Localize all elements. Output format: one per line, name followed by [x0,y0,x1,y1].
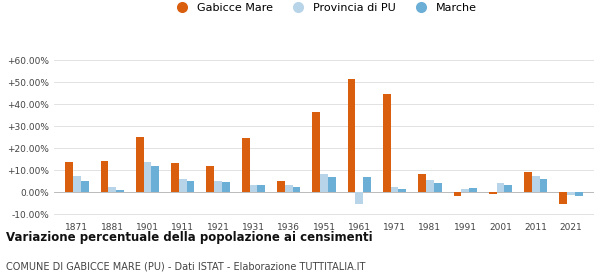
Bar [242,138,250,192]
Bar [454,192,461,197]
Bar [116,190,124,192]
Text: COMUNE DI GABICCE MARE (PU) - Dati ISTAT - Elaborazione TUTTITALIA.IT: COMUNE DI GABICCE MARE (PU) - Dati ISTAT… [6,262,365,272]
Bar [257,185,265,192]
Bar [524,172,532,192]
Bar [489,192,497,194]
Bar [418,174,426,192]
Bar [293,186,301,192]
Legend: Gabicce Mare, Provincia di PU, Marche: Gabicce Mare, Provincia di PU, Marche [166,0,482,17]
Bar [171,164,179,192]
Bar [363,177,371,192]
Bar [398,189,406,192]
Bar [81,181,89,192]
Bar [206,166,214,192]
Bar [277,181,285,192]
Bar [222,182,230,192]
Bar [559,192,567,204]
Bar [151,166,159,192]
Bar [285,185,293,192]
Bar [65,162,73,192]
Bar [320,174,328,192]
Bar [179,179,187,192]
Bar [391,186,398,192]
Bar [469,188,477,192]
Bar [143,162,151,192]
Bar [505,185,512,192]
Bar [434,183,442,192]
Bar [187,181,194,192]
Bar [109,186,116,192]
Bar [214,181,222,192]
Bar [539,179,547,192]
Bar [383,94,391,192]
Bar [497,183,505,192]
Bar [101,161,109,192]
Bar [347,79,355,192]
Bar [567,192,575,195]
Bar [575,192,583,197]
Bar [355,192,363,204]
Bar [136,137,143,192]
Bar [426,180,434,192]
Bar [250,185,257,192]
Bar [461,189,469,192]
Bar [328,177,335,192]
Text: Variazione percentuale della popolazione ai censimenti: Variazione percentuale della popolazione… [6,231,373,244]
Bar [73,176,81,192]
Bar [313,112,320,192]
Bar [532,176,539,192]
